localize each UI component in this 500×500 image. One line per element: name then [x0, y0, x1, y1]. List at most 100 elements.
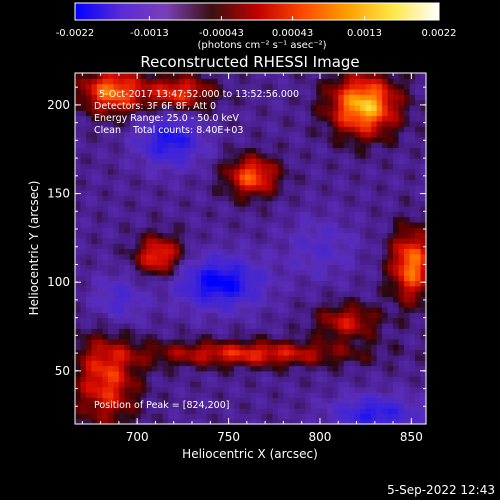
heatmap-pixel — [195, 322, 202, 329]
heatmap-pixel — [85, 253, 93, 260]
heatmap-pixel — [212, 349, 219, 356]
heatmap-pixel — [420, 370, 427, 377]
heatmap-pixel — [201, 179, 208, 186]
heatmap-pixel — [294, 131, 301, 138]
heatmap-pixel — [365, 392, 372, 399]
heatmap-pixel — [118, 136, 125, 143]
heatmap-pixel — [349, 397, 356, 404]
heatmap-pixel — [179, 408, 186, 414]
heatmap-pixel — [338, 413, 345, 420]
heatmap-pixel — [382, 360, 389, 367]
heatmap-pixel — [151, 216, 158, 223]
heatmap-pixel — [212, 152, 219, 159]
heatmap-pixel — [80, 365, 87, 372]
heatmap-pixel — [288, 328, 295, 335]
heatmap-pixel — [195, 131, 202, 138]
heatmap-pixel — [365, 205, 372, 212]
heatmap-pixel — [272, 174, 279, 180]
heatmap-pixel — [266, 216, 274, 223]
heatmap-pixel — [80, 216, 87, 223]
heatmap-pixel — [179, 120, 186, 127]
heatmap-pixel — [255, 78, 263, 85]
heatmap-pixel — [321, 333, 328, 340]
heatmap-pixel — [420, 349, 427, 356]
heatmap-pixel — [316, 376, 323, 383]
heatmap-pixel — [135, 120, 142, 127]
heatmap-pixel — [266, 243, 274, 250]
heatmap-pixel — [387, 237, 394, 244]
heatmap-pixel — [173, 94, 180, 101]
heatmap-pixel — [195, 200, 202, 207]
heatmap-pixel — [321, 205, 328, 212]
heatmap-pixel — [288, 237, 295, 244]
heatmap-pixel — [360, 349, 367, 356]
heatmap-pixel — [212, 179, 219, 186]
heatmap-pixel — [168, 376, 175, 383]
heatmap-pixel — [157, 99, 164, 106]
heatmap-pixel — [91, 333, 98, 340]
heatmap-pixel — [272, 392, 279, 399]
heatmap-pixel — [96, 104, 104, 111]
heatmap-pixel — [382, 152, 389, 159]
heatmap-pixel — [404, 163, 411, 170]
heatmap-pixel — [228, 392, 235, 399]
heatmap-pixel — [113, 120, 120, 127]
heatmap-pixel — [75, 392, 82, 399]
heatmap-pixel — [135, 147, 142, 154]
heatmap-pixel — [91, 110, 98, 117]
heatmap-pixel — [382, 115, 389, 122]
heatmap-pixel — [151, 259, 158, 266]
heatmap-pixel — [113, 152, 120, 159]
heatmap-pixel — [239, 333, 246, 340]
heatmap-pixel — [157, 78, 164, 85]
heatmap-pixel — [91, 349, 98, 356]
heatmap-pixel — [398, 110, 405, 117]
heatmap-pixel — [239, 317, 246, 324]
heatmap-pixel — [277, 88, 284, 95]
heatmap-pixel — [195, 338, 202, 345]
heatmap-pixel — [305, 248, 312, 255]
heatmap-pixel — [107, 285, 114, 292]
heatmap-pixel — [206, 142, 213, 149]
heatmap-pixel — [365, 78, 372, 85]
heatmap-pixel — [157, 205, 164, 212]
heatmap-pixel — [107, 152, 114, 159]
heatmap-pixel — [96, 200, 104, 207]
heatmap-pixel — [102, 78, 109, 85]
heatmap-pixel — [168, 195, 175, 202]
heatmap-pixel — [206, 163, 213, 170]
heatmap-pixel — [338, 131, 345, 138]
heatmap-pixel — [157, 168, 164, 175]
heatmap-pixel — [162, 158, 169, 165]
heatmap-pixel — [124, 120, 131, 127]
heatmap-pixel — [415, 237, 422, 244]
heatmap-pixel — [376, 190, 383, 196]
heatmap-pixel — [393, 301, 400, 308]
heatmap-pixel — [255, 179, 263, 186]
heatmap-pixel — [85, 216, 93, 223]
heatmap-pixel — [404, 328, 411, 335]
heatmap-pixel — [195, 301, 202, 308]
heatmap-pixel — [168, 200, 175, 207]
heatmap-pixel — [190, 397, 197, 404]
heatmap-pixel — [332, 147, 339, 154]
heatmap-pixel — [234, 115, 241, 122]
heatmap-pixel — [113, 386, 120, 393]
heatmap-pixel — [272, 301, 279, 308]
heatmap-pixel — [157, 195, 164, 202]
heatmap-pixel — [135, 115, 142, 122]
heatmap-pixel — [376, 158, 383, 165]
heatmap-pixel — [234, 205, 241, 212]
heatmap-pixel — [266, 184, 274, 191]
heatmap-pixel — [316, 397, 323, 404]
heatmap-pixel — [146, 338, 153, 345]
heatmap-pixel — [360, 291, 367, 297]
heatmap-pixel — [316, 104, 323, 111]
heatmap-pixel — [277, 264, 284, 271]
heatmap-pixel — [184, 328, 191, 335]
heatmap-pixel — [96, 136, 104, 143]
heatmap-pixel — [195, 243, 202, 250]
heatmap-pixel — [118, 94, 125, 101]
heatmap-pixel — [338, 418, 345, 425]
heatmap-pixel — [387, 338, 394, 345]
